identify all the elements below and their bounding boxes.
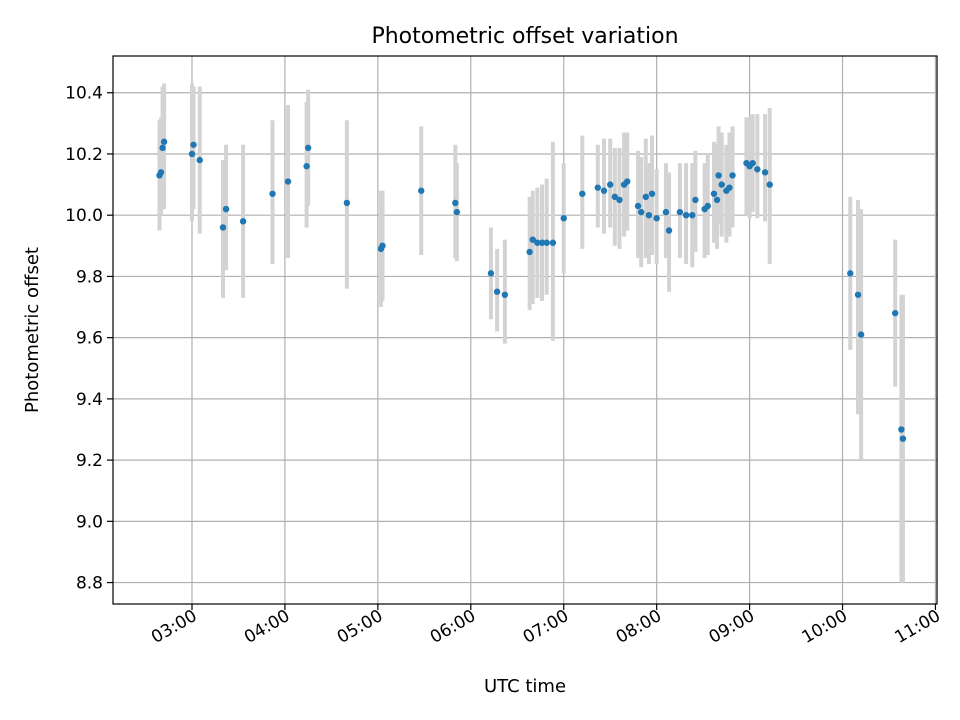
data-point — [190, 141, 197, 148]
y-tick-label: 10.0 — [65, 206, 103, 226]
data-point — [854, 291, 862, 298]
data-point — [715, 172, 722, 179]
data-point — [634, 202, 642, 210]
y-tick-label: 9.4 — [76, 390, 103, 410]
data-point — [692, 196, 699, 204]
data-point — [418, 187, 425, 194]
y-axis-ticks: 8.8 9.0 9.2 9.4 9.6 9.8 10.0 10.2 10.4 — [65, 84, 113, 594]
data-point — [160, 138, 168, 145]
x-axis-label: UTC time — [484, 676, 566, 697]
data-point — [704, 202, 711, 210]
data-point — [526, 248, 533, 256]
data-point — [219, 224, 227, 231]
data-point — [754, 166, 761, 173]
data-point — [543, 239, 550, 246]
data-point — [749, 159, 756, 167]
data-point — [847, 270, 854, 277]
data-point — [606, 181, 614, 188]
data-point — [188, 150, 196, 158]
data-point — [898, 426, 905, 433]
data-point — [611, 193, 619, 201]
data-point — [726, 184, 733, 191]
data-point — [159, 144, 166, 152]
data-point — [653, 215, 660, 222]
data-point — [487, 270, 495, 277]
data-point — [718, 181, 725, 188]
data-point — [761, 169, 769, 176]
data-point — [891, 309, 899, 317]
y-axis-label: Photometric offset — [22, 247, 43, 413]
data-point — [899, 435, 907, 442]
data-point — [676, 208, 684, 216]
data-point — [493, 288, 501, 295]
data-point — [284, 178, 292, 185]
data-points — [156, 138, 907, 442]
data-point — [269, 190, 276, 197]
data-point — [379, 242, 386, 250]
plot-frame — [112, 55, 938, 605]
data-point — [560, 215, 567, 222]
y-tick-label: 9.2 — [76, 451, 103, 471]
data-point — [729, 172, 736, 179]
data-point — [600, 187, 608, 194]
data-point — [196, 156, 203, 164]
data-point — [682, 211, 690, 219]
data-point — [662, 208, 670, 216]
data-point — [857, 331, 865, 338]
gridlines — [113, 56, 937, 604]
y-tick-label: 9.8 — [76, 267, 103, 287]
data-point — [452, 199, 459, 207]
data-point — [645, 211, 653, 219]
chart-title: Photometric offset variation — [371, 24, 678, 49]
y-tick-label: 9.0 — [76, 512, 103, 532]
y-tick-label: 10.4 — [65, 84, 103, 104]
data-point — [665, 227, 673, 234]
data-point — [222, 205, 230, 213]
data-point — [642, 193, 650, 201]
data-point — [616, 196, 623, 204]
data-point — [648, 190, 656, 197]
data-point — [453, 208, 461, 216]
y-tick-label: 8.8 — [76, 574, 103, 594]
data-point — [538, 239, 546, 246]
y-tick-label: 10.2 — [65, 145, 103, 165]
data-point — [529, 236, 536, 243]
data-point — [594, 184, 601, 191]
data-point — [689, 211, 696, 219]
data-point — [713, 196, 721, 204]
data-point — [304, 144, 312, 152]
data-point — [157, 169, 165, 176]
data-point — [710, 190, 718, 197]
data-point — [239, 218, 247, 225]
data-point — [534, 239, 541, 246]
data-point — [766, 181, 773, 188]
data-point — [343, 199, 351, 207]
data-point — [637, 208, 645, 216]
data-point — [549, 239, 557, 246]
data-point — [501, 291, 509, 298]
data-point — [303, 163, 310, 170]
data-point — [579, 190, 586, 197]
y-tick-label: 9.6 — [76, 329, 103, 349]
data-point — [624, 178, 631, 185]
